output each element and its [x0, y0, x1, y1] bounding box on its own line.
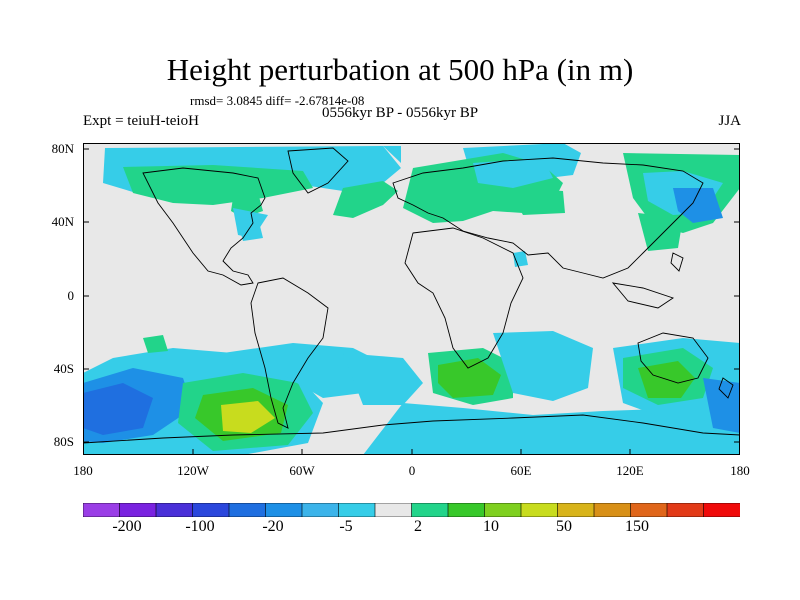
- colorbar-label-10: 10: [483, 518, 499, 535]
- colorbar-swatch: [155, 503, 194, 517]
- colorbar-swatch: [119, 503, 157, 517]
- colorbar-swatch: [265, 503, 303, 517]
- colorbar-swatch: [557, 503, 595, 517]
- lon-label-180e: 180: [730, 463, 750, 478]
- colorbar-swatch: [703, 503, 740, 517]
- colorbar-label-50: 50: [556, 518, 572, 535]
- colorbar-swatch: [520, 503, 559, 517]
- colorbar-label-minus20: -20: [262, 518, 284, 535]
- colorbar: [83, 503, 740, 517]
- plot-title: Height perturbation at 500 hPa (in m): [166, 52, 634, 87]
- lon-label-60w: 60W: [289, 463, 315, 478]
- lat-label-80n: 80N: [51, 141, 74, 156]
- colorbar-label-150: 150: [625, 518, 649, 535]
- colorbar-label-2: 2: [414, 518, 422, 535]
- colorbar-swatch: [447, 503, 486, 517]
- colorbar-swatch: [301, 503, 340, 517]
- map-ticks: [83, 148, 740, 455]
- colorbar-swatch: [228, 503, 267, 517]
- lat-label-0: 0: [67, 288, 75, 303]
- lon-label-120e: 120E: [616, 463, 644, 478]
- colorbar-swatch: [630, 503, 668, 517]
- lon-label-180w: 180: [73, 463, 93, 478]
- colorbar-swatch: [593, 503, 632, 517]
- colorbar-label-minus200: -200: [112, 518, 142, 535]
- colorbar-label-minus5: -5: [339, 518, 353, 535]
- colorbar-swatch: [411, 503, 449, 517]
- lon-label-60e: 60E: [510, 463, 532, 478]
- contour-fields: [83, 143, 740, 455]
- colorbar-swatch: [374, 503, 413, 517]
- plot-subtitle: 0556kyr BP - 0556kyr BP: [321, 105, 479, 121]
- map-panel: [83, 143, 740, 455]
- stats-text: rmsd= 3.0845 diff= -2.67814e-08: [190, 93, 365, 108]
- colorbar-swatch: [484, 503, 522, 517]
- lon-label-0: 0: [408, 463, 416, 478]
- colorbar-label-minus100: -100: [185, 518, 215, 535]
- colorbar-swatch: [338, 503, 376, 517]
- lat-label-40n: 40N: [51, 214, 74, 229]
- lat-label-40s: 40S: [53, 361, 74, 376]
- colorbar-swatch: [83, 503, 121, 517]
- lon-label-120w: 120W: [177, 463, 209, 478]
- coastlines: [83, 147, 740, 444]
- colorbar-swatch: [666, 503, 705, 517]
- experiment-label: Expt = teiuH-teioH: [83, 113, 199, 129]
- lat-label-80s: 80S: [53, 434, 74, 449]
- colorbar-swatch: [192, 503, 230, 517]
- season-label: JJA: [718, 113, 741, 129]
